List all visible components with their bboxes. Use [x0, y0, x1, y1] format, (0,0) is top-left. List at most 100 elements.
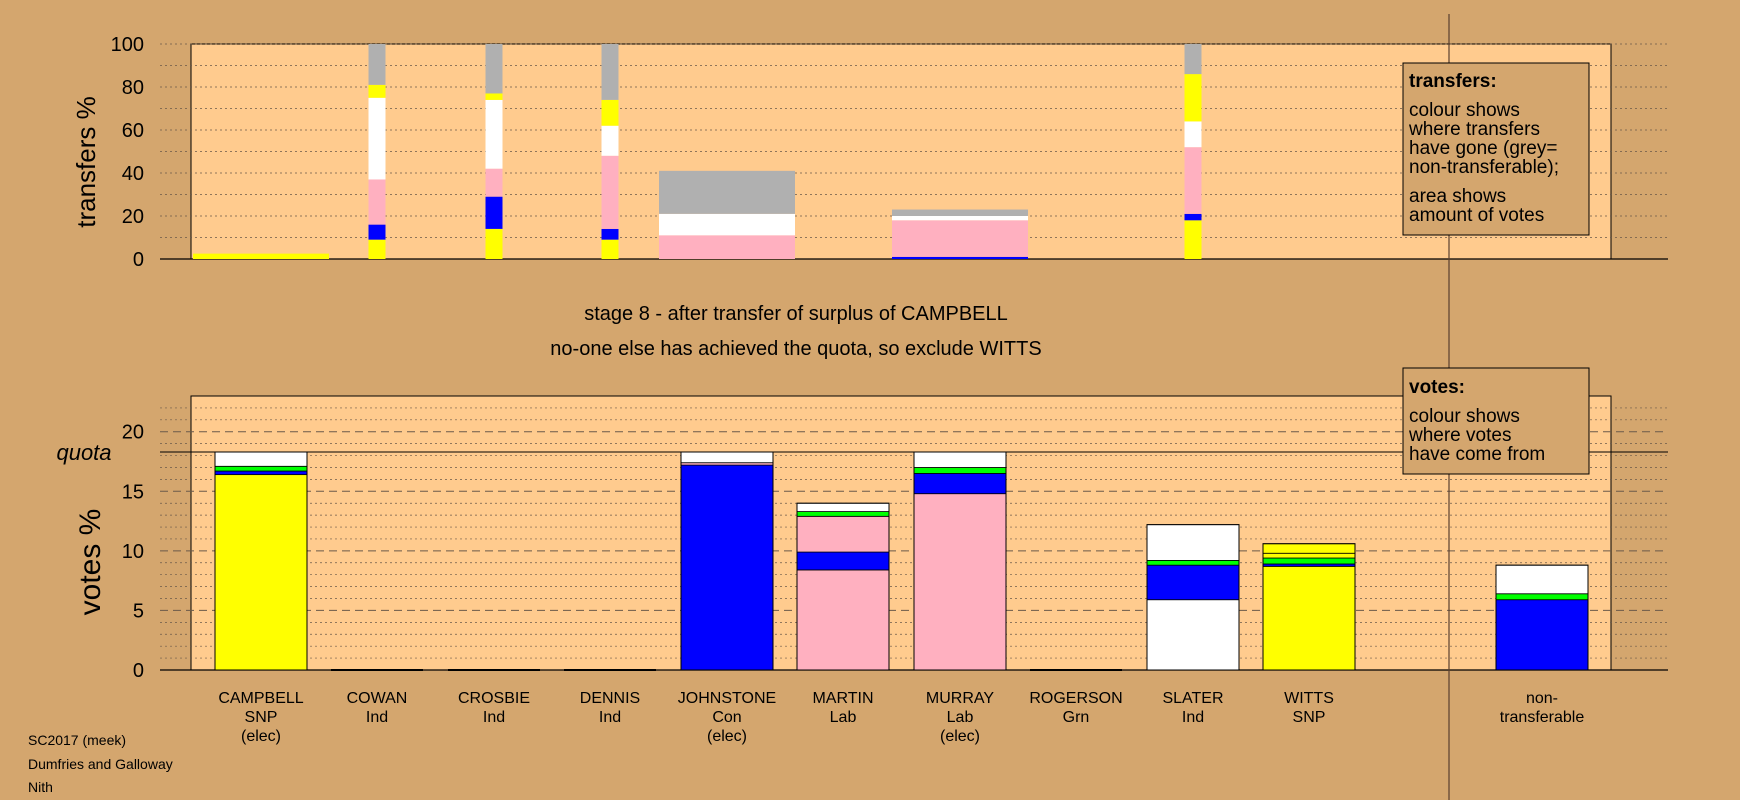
transfers-y-tick-label: 100: [111, 34, 144, 56]
vote-segment: [214, 465, 308, 472]
vote-segment: [1495, 564, 1589, 595]
transfer-segment: [601, 239, 619, 259]
votes-legend-line: colour shows: [1409, 406, 1520, 427]
vote-segment: [796, 511, 890, 517]
votes-y-tick-label: 5: [133, 600, 144, 622]
vote-segment: [1262, 552, 1356, 559]
transfers-y-tick-label: 0: [133, 249, 144, 271]
votes-y-tick-label: 10: [122, 541, 144, 563]
transfers-bars: [193, 44, 1202, 259]
votes-plot-area: [190, 395, 1612, 671]
transfers-y-tick-label: 80: [122, 77, 144, 99]
vote-segment: [214, 474, 308, 671]
candidate-label: transferable: [1500, 709, 1585, 726]
transfer-segment: [659, 213, 795, 236]
transfer-segment: [1184, 213, 1202, 221]
transfers-legend-line: have gone (grey=: [1409, 138, 1557, 159]
transfer-segment: [892, 209, 1028, 216]
vote-bar-outline: [1495, 564, 1589, 671]
transfer-segment: [485, 93, 503, 100]
votes-legend-title: votes:: [1409, 377, 1465, 398]
candidate-label: Ind: [1182, 709, 1204, 726]
vote-segment: [214, 470, 308, 476]
votes-y-ticks: 0 5 10 15 20: [122, 422, 144, 682]
transfer-segment: [659, 170, 795, 214]
vote-segment: [913, 493, 1007, 671]
candidate-label: JOHNSTONE: [678, 690, 776, 707]
candidate-label: Grn: [1063, 709, 1090, 726]
transfer-segment: [1184, 147, 1202, 214]
votes-y-tick-label: 15: [122, 481, 144, 503]
transfer-segment: [368, 84, 386, 98]
vote-segment: [1262, 557, 1356, 565]
candidate-label: SNP: [245, 709, 278, 726]
votes-y-axis-label: votes %: [74, 509, 107, 616]
candidate-label: WITTS: [1284, 690, 1334, 707]
transfer-segment: [485, 196, 503, 229]
transfers-y-tick-label: 60: [122, 120, 144, 142]
transfer-segment: [485, 99, 503, 169]
candidate-label: DENNIS: [580, 690, 640, 707]
transfer-segment: [485, 228, 503, 259]
footer-election: SC2017 (meek): [28, 732, 127, 748]
transfer-segment: [1184, 74, 1202, 122]
transfers-y-ticks: 0 20 40 60 80 100: [111, 34, 144, 271]
transfers-y-axis-label: transfers %: [71, 96, 101, 228]
transfer-segment: [601, 125, 619, 156]
vote-segment: [1495, 599, 1589, 671]
candidate-label: SNP: [1293, 709, 1326, 726]
vote-bar-outline: [1262, 543, 1356, 671]
transfer-segment: [659, 235, 795, 259]
votes-y-tick-label: 20: [122, 422, 144, 444]
candidate-label: (elec): [940, 728, 980, 745]
candidate-label: Con: [712, 709, 741, 726]
transfers-legend-line: non-transferable);: [1409, 157, 1559, 178]
quota-label: quota: [56, 440, 111, 465]
vote-segment: [1495, 593, 1589, 601]
transfer-segment: [368, 179, 386, 225]
candidate-label: Ind: [599, 709, 621, 726]
transfer-segment: [1184, 44, 1202, 75]
transfer-segment: [368, 239, 386, 259]
vote-bar-outline: [796, 502, 890, 671]
votes-panel: 0 5 10 15 20 quota votes %: [56, 395, 1668, 682]
candidate-label: Lab: [947, 709, 974, 726]
transfer-segment: [368, 97, 386, 180]
votes-legend-line: have come from: [1409, 444, 1545, 465]
vote-segment: [796, 502, 890, 512]
vote-segment: [913, 451, 1007, 468]
stage-title: stage 8 - after transfer of surplus of C…: [584, 303, 1008, 325]
vote-segment: [214, 451, 308, 467]
vote-segment: [913, 467, 1007, 474]
transfer-segment: [368, 44, 386, 85]
candidate-label: MARTIN: [812, 690, 873, 707]
transfers-legend-line: amount of votes: [1409, 205, 1544, 226]
vote-segment: [1146, 524, 1240, 561]
transfers-legend-line: where transfers: [1408, 119, 1540, 140]
transfers-legend-line: area shows: [1409, 186, 1506, 207]
transfer-segment: [368, 224, 386, 240]
candidate-label: Ind: [483, 709, 505, 726]
candidate-label: (elec): [707, 728, 747, 745]
vote-segment: [1146, 599, 1240, 671]
vote-segment: [680, 451, 774, 464]
transfers-y-tick-label: 40: [122, 163, 144, 185]
transfer-segment: [601, 155, 619, 229]
transfers-legend-box: [1402, 62, 1590, 236]
vote-segment: [1146, 560, 1240, 566]
votes-legend-line: where votes: [1408, 425, 1511, 446]
transfer-segment: [892, 220, 1028, 257]
vote-segment: [796, 551, 890, 571]
footer-ward: Nith: [28, 779, 53, 795]
vote-segment: [680, 464, 774, 671]
candidate-label: (elec): [241, 728, 281, 745]
vote-segment: [796, 515, 890, 553]
votes-legend: votes: colour shows where votes have com…: [1402, 367, 1590, 475]
candidate-label: MURRAY: [926, 690, 994, 707]
transfer-segment: [485, 168, 503, 197]
transfers-legend-line: colour shows: [1409, 100, 1520, 121]
candidate-label: Ind: [366, 709, 388, 726]
transfer-segment: [1184, 121, 1202, 148]
transfers-y-tick-label: 20: [122, 206, 144, 228]
